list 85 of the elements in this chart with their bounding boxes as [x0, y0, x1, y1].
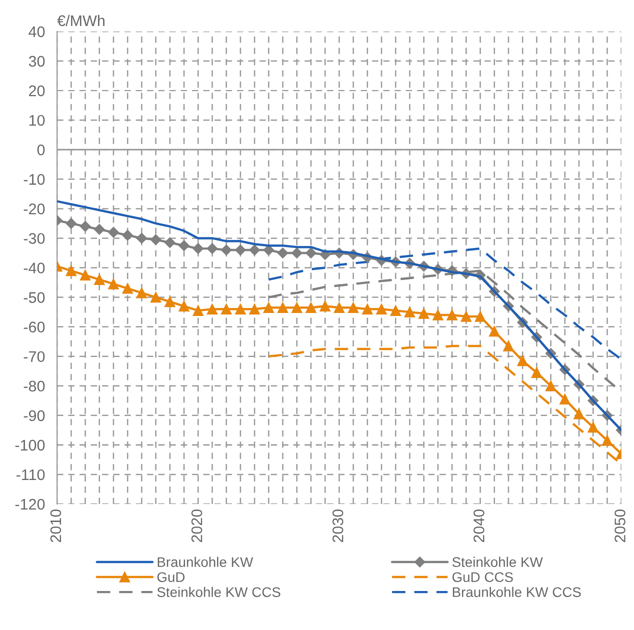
- point: [66, 218, 77, 229]
- point: [164, 237, 176, 248]
- point: [588, 422, 598, 433]
- y-tick-label: -120: [15, 498, 45, 510]
- y-axis-title: €/MWh: [57, 14, 104, 26]
- y-tick-label: -100: [15, 440, 45, 451]
- x-tick-label: 2050: [614, 509, 626, 542]
- point: [220, 244, 232, 256]
- point: [150, 292, 162, 303]
- legend-label: Braunkohle KW CCS: [452, 586, 581, 598]
- point: [306, 302, 316, 313]
- point: [488, 326, 500, 337]
- point: [192, 243, 204, 254]
- x-tick-label: 2020: [191, 509, 202, 542]
- point: [66, 265, 77, 276]
- legend-label: GuD: [157, 572, 185, 582]
- point: [306, 248, 316, 258]
- point: [206, 304, 218, 314]
- point: [249, 304, 260, 314]
- x-tick-label: 2010: [50, 509, 62, 542]
- point: [277, 248, 288, 258]
- point: [560, 394, 570, 405]
- x-tick-label: 2030: [332, 509, 344, 542]
- legend-label: Braunkohle KW: [158, 556, 254, 568]
- point: [164, 296, 176, 308]
- point: [545, 380, 556, 392]
- y-tick-label: -90: [24, 410, 45, 422]
- y-tick-label: 20: [29, 85, 45, 96]
- point: [80, 270, 91, 281]
- y-tick-label: 0: [37, 144, 45, 156]
- point: [178, 240, 190, 252]
- point: [206, 243, 218, 254]
- point: [348, 302, 359, 313]
- x-tick-label: 2040: [474, 509, 484, 542]
- point: [531, 367, 542, 378]
- point: [136, 287, 148, 298]
- point: [602, 435, 613, 446]
- y-tick-label: -20: [24, 204, 45, 214]
- y-tick-label: -10: [24, 174, 45, 185]
- y-tick-label: 10: [29, 114, 45, 126]
- y-tick-label: 40: [28, 26, 45, 38]
- point: [432, 310, 444, 320]
- point: [122, 230, 134, 241]
- point: [291, 302, 302, 313]
- point: [94, 274, 105, 285]
- point: [263, 302, 274, 313]
- point: [474, 311, 486, 322]
- y-tick-label: -60: [24, 322, 45, 332]
- y-tick-label: -50: [24, 292, 45, 303]
- y-tick-label: -80: [24, 380, 45, 392]
- point: [80, 220, 91, 232]
- point: [460, 311, 472, 322]
- point: [320, 300, 330, 312]
- y-tick-label: -40: [24, 262, 45, 274]
- point: [108, 226, 119, 238]
- point: [418, 308, 430, 319]
- point: [136, 232, 148, 244]
- y-tick-label: 30: [28, 56, 45, 67]
- point: [376, 304, 387, 314]
- point: [277, 302, 288, 313]
- point: [249, 244, 260, 256]
- point: [235, 244, 246, 256]
- y-tick-label: -110: [16, 469, 45, 480]
- point: [178, 300, 190, 312]
- legend-label: GuD CCS: [452, 572, 513, 582]
- point: [334, 302, 345, 313]
- legend-label: Steinkohle KW: [452, 556, 543, 568]
- point: [192, 305, 204, 316]
- y-tick-label: -70: [24, 351, 45, 362]
- point: [404, 306, 416, 318]
- point: [503, 340, 514, 352]
- point: [94, 224, 105, 235]
- point: [220, 304, 232, 314]
- point: [108, 278, 119, 290]
- y-tick-label: -30: [24, 233, 45, 244]
- point: [150, 234, 162, 246]
- point: [235, 304, 246, 314]
- point: [291, 248, 302, 258]
- legend-label: Steinkohle KW CCS: [157, 586, 280, 598]
- point: [122, 283, 133, 294]
- point: [446, 310, 458, 320]
- point: [517, 355, 528, 366]
- point: [362, 304, 373, 314]
- point: [574, 408, 584, 420]
- point: [390, 305, 401, 316]
